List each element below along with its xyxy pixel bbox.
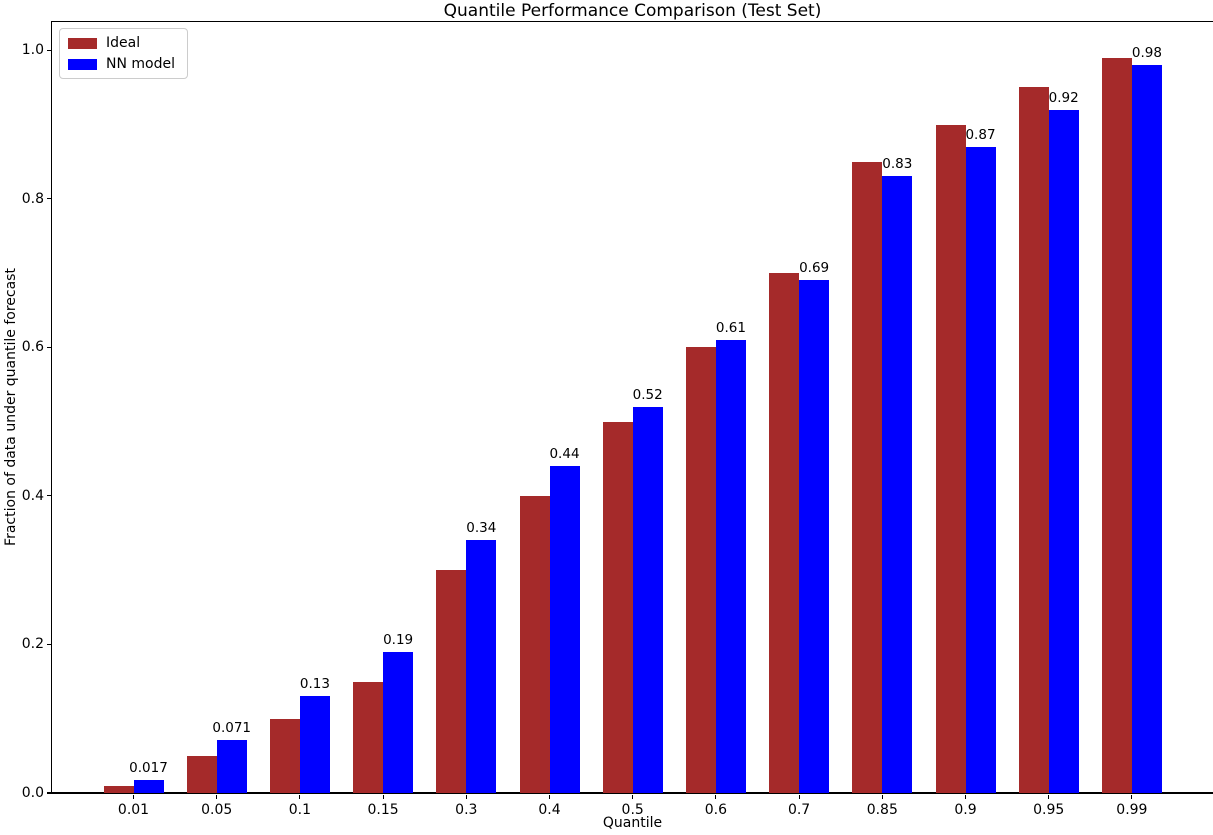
x-tick	[132, 794, 135, 799]
x-tick-label: 0.7	[787, 802, 811, 818]
bar-nn-model	[799, 280, 830, 793]
bar-value-label: 0.61	[715, 319, 746, 336]
y-tick	[46, 495, 51, 497]
bar-nn-model	[216, 740, 247, 793]
x-tick	[1048, 794, 1050, 799]
x-tick-label: 0.05	[201, 802, 233, 818]
x-tick	[548, 794, 551, 799]
plot-area: 0.0 0.2 0.4 0.6 0.8 1.0 0.01 0.017 0.05 0.071 0.1 0…	[22, 22, 1213, 818]
y-tick	[46, 49, 51, 51]
bar-ideal	[519, 495, 550, 793]
bar-value-label: 0.34	[466, 520, 497, 537]
y-tick-label: 0.4	[21, 487, 44, 504]
bar-ideal	[602, 421, 633, 793]
bar-value-label: 0.52	[632, 386, 663, 403]
x-tick	[216, 794, 218, 799]
y-tick-label: 0.6	[21, 339, 44, 356]
bar-ideal	[436, 570, 467, 793]
x-tick-label: 0.5	[621, 802, 644, 818]
bar-ideal	[685, 347, 716, 793]
bar-value-label: 0.92	[1048, 89, 1079, 106]
legend-label-ideal: Ideal	[106, 35, 141, 51]
legend-label-nn-model: NN model	[106, 56, 175, 72]
bar-value-label: 0.13	[299, 676, 330, 693]
bar-value-label: 0.19	[383, 631, 414, 648]
bar-value-label: 0.98	[1131, 45, 1162, 62]
bar-ideal	[103, 785, 134, 793]
x-tick	[1131, 794, 1133, 799]
bar-ideal	[1018, 87, 1049, 793]
x-tick	[382, 794, 384, 799]
left-spine	[51, 21, 53, 793]
y-axis-label: Fraction of data under quantile forecast	[3, 268, 19, 546]
bar-nn-model	[299, 696, 330, 793]
legend-swatch-nn-model	[68, 58, 97, 70]
x-tick	[881, 794, 883, 799]
bar-nn-model	[466, 540, 497, 793]
bar-nn-model	[549, 466, 580, 793]
x-tick	[715, 794, 717, 799]
y-tick-label: 0.8	[21, 190, 44, 207]
y-tick-label: 0.2	[21, 636, 44, 653]
bar-value-label: 0.87	[965, 126, 996, 143]
y-tick	[46, 643, 51, 646]
bar-value-label: 0.44	[549, 446, 580, 463]
bar-nn-model	[632, 406, 663, 793]
legend-item-nn-model: NN model	[68, 56, 175, 72]
bar-ideal	[935, 124, 966, 793]
x-axis-label: Quantile	[602, 815, 663, 831]
bar-value-label: 0.83	[882, 156, 913, 173]
x-tick	[798, 794, 800, 799]
bar-ideal	[1101, 57, 1132, 793]
x-tick-label: 0.85	[866, 802, 898, 818]
bar-ideal	[186, 755, 217, 793]
bar-ideal	[269, 718, 300, 793]
x-tick-label: 0.95	[1033, 802, 1065, 818]
x-tick-label: 0.3	[455, 802, 478, 818]
bar-nn-model	[383, 651, 414, 793]
x-tick-label: 0.6	[704, 802, 728, 818]
bar-value-label: 0.69	[799, 260, 830, 277]
bar-value-label: 0.017	[129, 760, 168, 777]
bar-nn-model	[1131, 65, 1162, 793]
legend-item-ideal: Ideal	[68, 35, 175, 51]
x-tick	[299, 794, 301, 799]
x-tick-label: 0.4	[538, 802, 561, 818]
y-tick	[46, 198, 51, 200]
bar-nn-model	[965, 146, 996, 793]
x-tick	[964, 794, 967, 799]
chart-title: Quantile Performance Comparison (Test Se…	[443, 1, 822, 21]
bar-ideal	[769, 273, 800, 793]
y-tick	[46, 346, 51, 348]
bar-nn-model	[882, 176, 913, 793]
x-tick-label: 0.9	[954, 802, 977, 818]
x-tick	[465, 794, 467, 799]
bar-nn-model	[1048, 109, 1079, 793]
top-spine	[51, 21, 1213, 23]
x-tick	[632, 794, 634, 799]
bar-nn-model	[715, 339, 746, 793]
bar-value-label: 0.071	[212, 720, 252, 737]
y-tick	[46, 792, 51, 794]
bar-ideal	[353, 681, 384, 793]
y-tick-label: 1.0	[21, 42, 44, 59]
bar-ideal	[852, 161, 883, 793]
legend: Ideal NN model	[59, 28, 188, 79]
x-tick-label: 0.01	[117, 802, 150, 818]
x-tick-label: 0.1	[288, 802, 312, 818]
y-tick-label: 0.0	[21, 785, 44, 801]
x-tick-label: 0.99	[1116, 802, 1148, 818]
bar-nn-model	[133, 780, 164, 793]
legend-swatch-ideal	[68, 37, 97, 49]
x-tick-label: 0.15	[367, 802, 399, 818]
